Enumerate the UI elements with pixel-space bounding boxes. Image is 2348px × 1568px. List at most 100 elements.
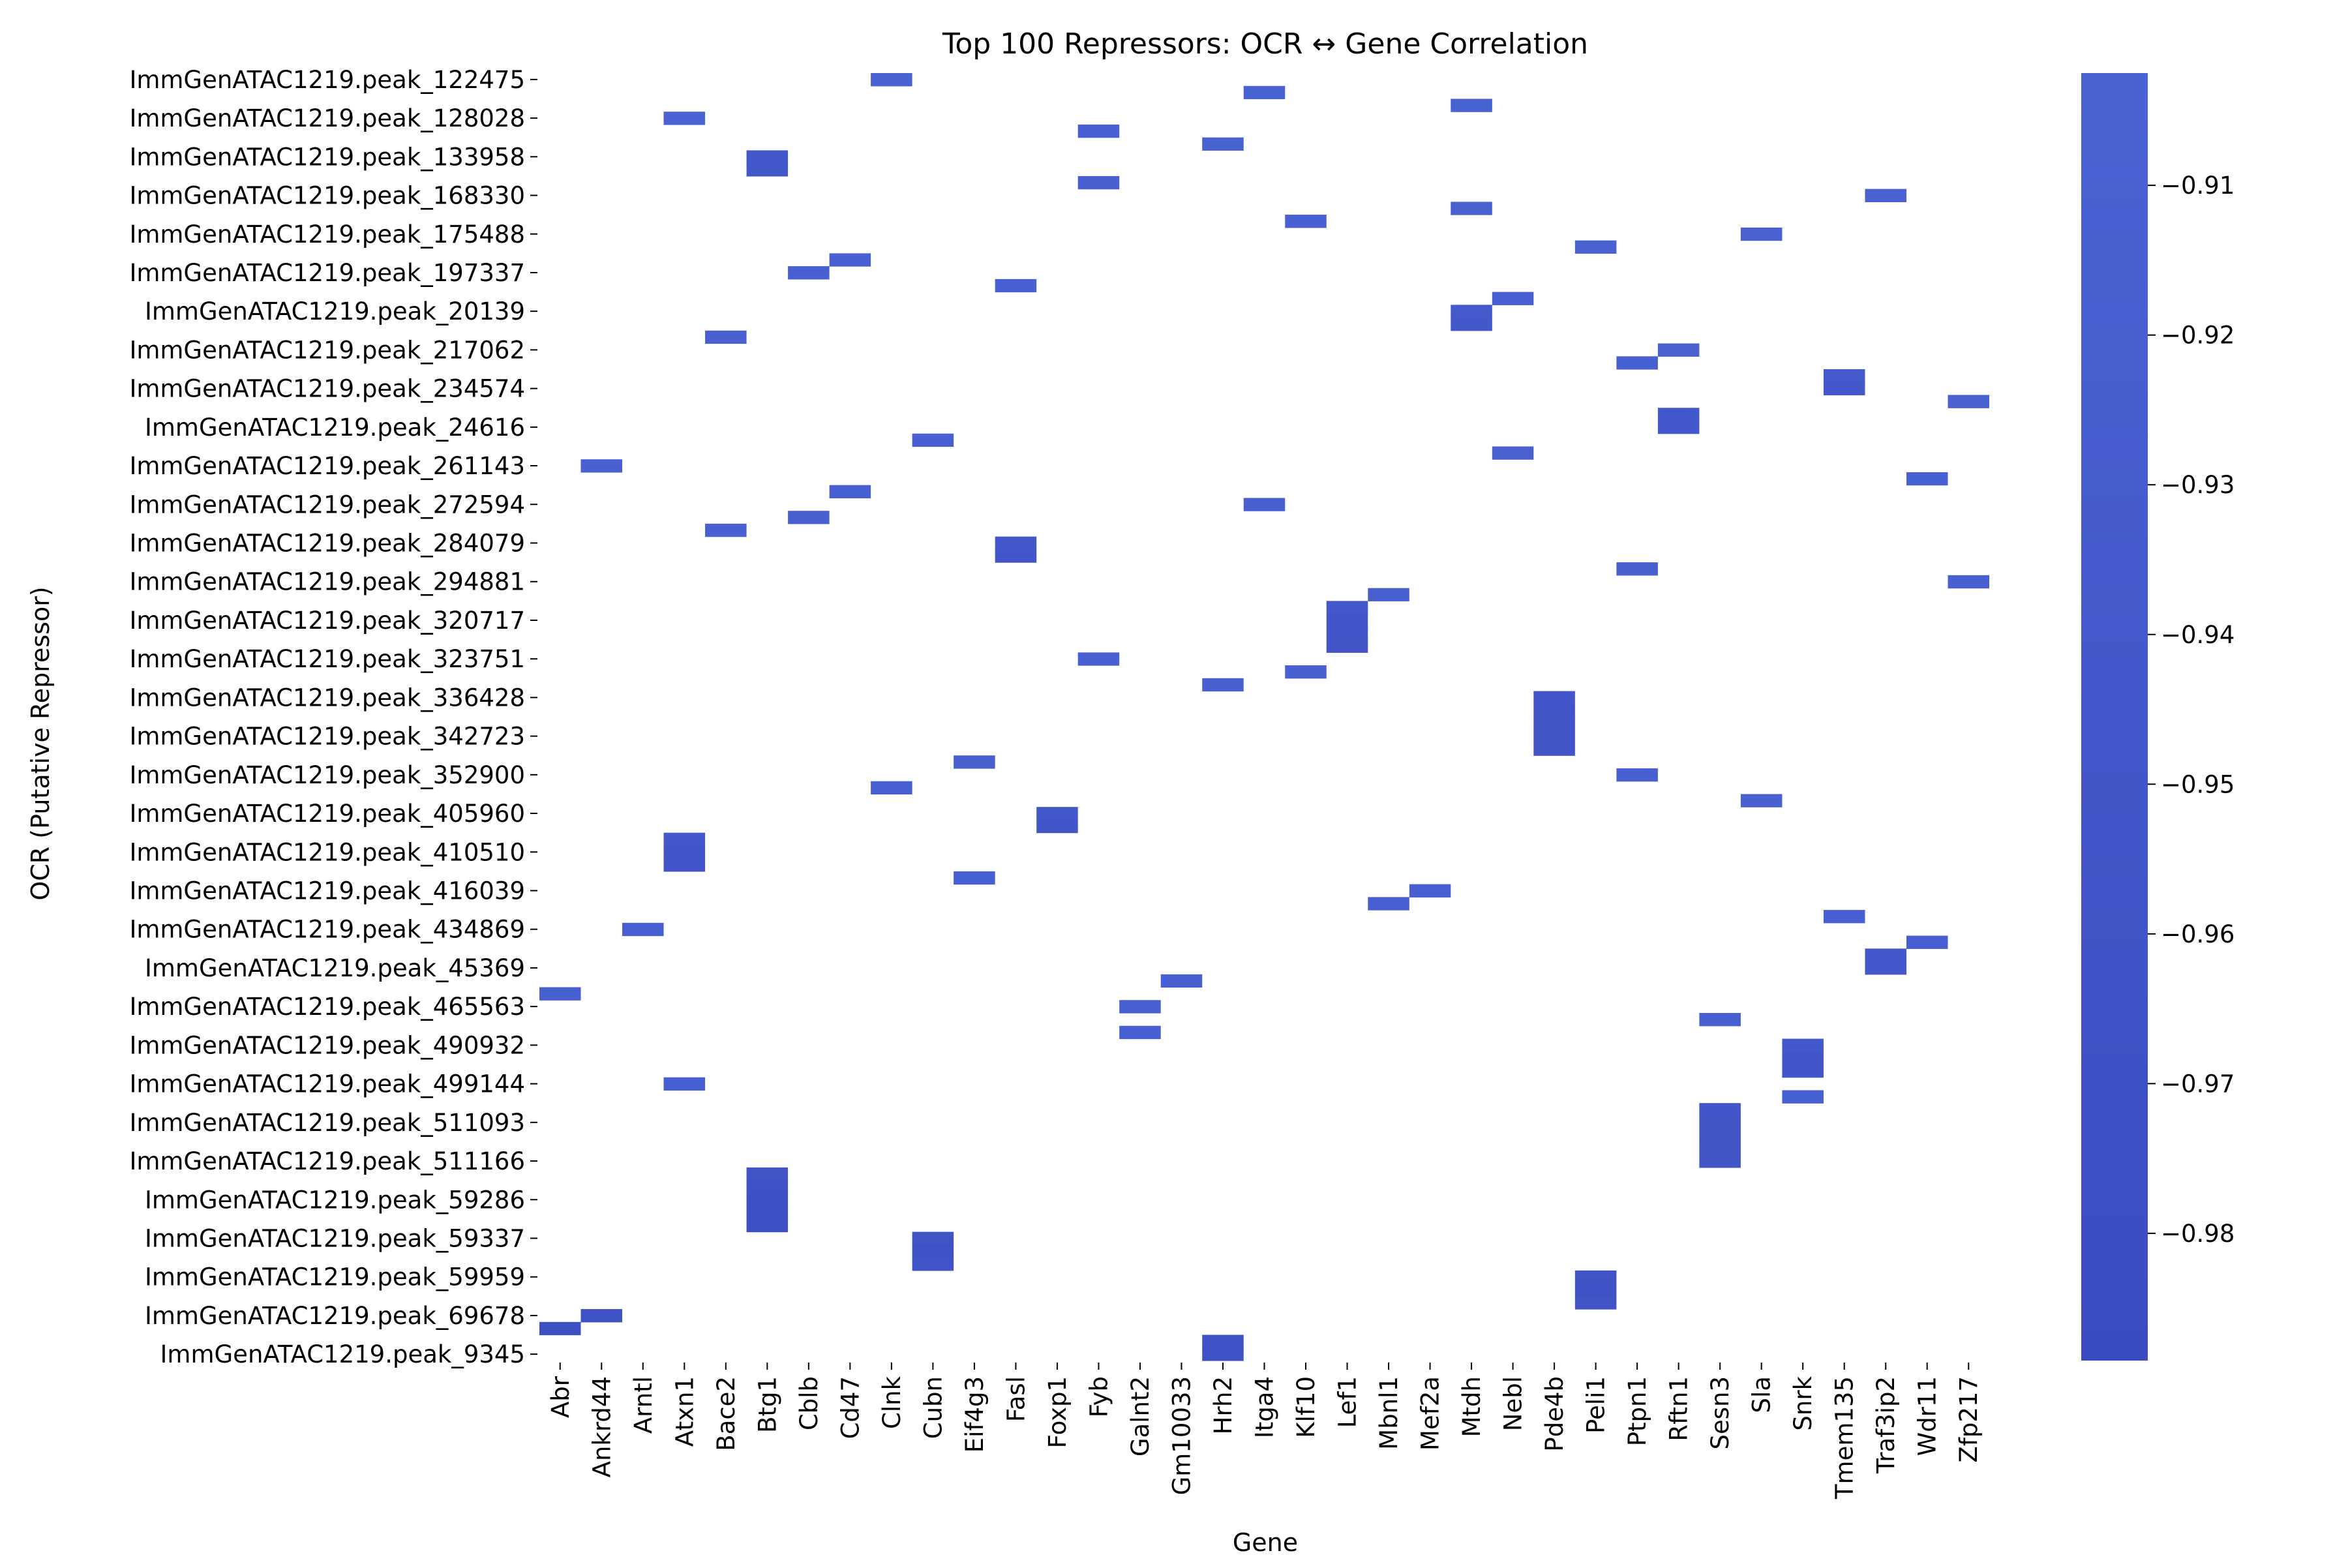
x-tick-label: Btg1 <box>753 1376 781 1433</box>
heatmap-cell <box>1657 408 1700 421</box>
heatmap-cell <box>705 330 747 344</box>
y-tick-label: ImmGenATAC1219.peak_434869 <box>129 916 525 944</box>
y-tick-label: ImmGenATAC1219.peak_499144 <box>129 1070 525 1098</box>
y-tick-label: ImmGenATAC1219.peak_122475 <box>129 66 525 94</box>
heatmap-cell <box>1326 639 1368 653</box>
colorbar-tick-label: −0.93 <box>2161 471 2235 499</box>
heatmap-cells <box>539 73 1989 1361</box>
heatmap-cell <box>1574 1283 1617 1297</box>
y-tick-label: ImmGenATAC1219.peak_133958 <box>129 143 525 171</box>
x-tick-label: Abr <box>547 1376 575 1418</box>
y-tick-label: ImmGenATAC1219.peak_405960 <box>129 800 525 828</box>
x-tick-label: Eif4g3 <box>961 1376 989 1453</box>
heatmap-cell <box>1699 1154 1741 1168</box>
heatmap-cell <box>663 845 706 859</box>
heatmap-cell <box>1533 729 1575 744</box>
heatmap-cell <box>1326 626 1368 641</box>
heatmap-cell <box>1202 1334 1244 1348</box>
heatmap-cell <box>912 1258 954 1271</box>
heatmap-cell <box>1823 910 1865 924</box>
heatmap-cell <box>1202 678 1244 692</box>
x-tick-label: Arntl <box>629 1376 657 1434</box>
y-tick-label: ImmGenATAC1219.peak_410510 <box>129 838 525 866</box>
x-axis-ticks: Abr Ankrd44 Arntl Atxn1 Bace2 Btg1 Cblb Cd47 Cln… <box>547 1363 1983 1500</box>
heatmap-cell <box>1036 807 1078 821</box>
y-tick-label: ImmGenATAC1219.peak_272594 <box>129 490 525 519</box>
x-tick-label: Sesn3 <box>1706 1376 1734 1450</box>
x-tick-label: Galnt2 <box>1126 1376 1154 1456</box>
y-tick-label: ImmGenATAC1219.peak_352900 <box>129 761 525 789</box>
y-tick-label: ImmGenATAC1219.peak_59286 <box>145 1186 525 1214</box>
heatmap-cell <box>1616 356 1658 370</box>
x-tick-label: Mef2a <box>1417 1376 1445 1451</box>
heatmap-cell <box>1326 601 1368 614</box>
heatmap-cell <box>1533 704 1575 717</box>
heatmap-cell <box>1782 1090 1824 1104</box>
colorbar-tick-label: −0.92 <box>2161 322 2235 350</box>
heatmap-cell <box>539 987 581 1001</box>
heatmap-cell <box>1451 318 1492 331</box>
y-tick-label: ImmGenATAC1219.peak_24616 <box>145 414 525 442</box>
heatmap-cell <box>912 1231 954 1245</box>
x-tick-label: Hrh2 <box>1209 1376 1237 1434</box>
x-tick-label: Mtdh <box>1458 1376 1486 1437</box>
heatmap-cell <box>1740 794 1783 807</box>
heatmap-cell <box>829 253 871 267</box>
y-tick-label: ImmGenATAC1219.peak_168330 <box>129 182 525 210</box>
heatmap-cell <box>954 871 995 885</box>
heatmap-cell <box>788 511 830 524</box>
heatmap-cell <box>663 112 706 125</box>
x-tick-label: Mbnl1 <box>1375 1376 1403 1450</box>
heatmap-cell <box>1160 974 1203 988</box>
heatmap-cell <box>912 1244 954 1258</box>
heatmap-cell <box>1533 691 1575 704</box>
colorbar-tick-label: −0.91 <box>2161 172 2235 200</box>
heatmap-cell <box>1574 1296 1617 1310</box>
x-tick-label: Gm10033 <box>1167 1376 1196 1495</box>
heatmap-cell <box>1616 768 1658 782</box>
y-tick-label: ImmGenATAC1219.peak_490932 <box>129 1031 525 1059</box>
heatmap-cell <box>1699 1141 1741 1155</box>
heatmap-cell <box>663 832 706 846</box>
heatmap-cell <box>1202 137 1244 151</box>
x-tick-label: Sla <box>1748 1376 1776 1413</box>
colorbar-tick-label: −0.96 <box>2161 920 2235 948</box>
heatmap-cell <box>1119 1000 1161 1014</box>
heatmap-cell <box>1077 652 1120 666</box>
x-tick-label: Cubn <box>919 1376 947 1439</box>
y-tick-label: ImmGenATAC1219.peak_45369 <box>145 954 525 982</box>
heatmap-cell <box>1823 382 1865 396</box>
x-tick-label: Atxn1 <box>670 1376 699 1447</box>
heatmap-cell <box>1948 395 1989 408</box>
heatmap-cell <box>1285 665 1327 679</box>
x-tick-label: Zfp217 <box>1955 1376 1983 1462</box>
heatmap-cell <box>580 1309 623 1323</box>
heatmap-cell <box>1326 614 1368 627</box>
y-tick-label: ImmGenATAC1219.peak_59337 <box>145 1224 525 1252</box>
y-tick-label: ImmGenATAC1219.peak_511093 <box>129 1109 525 1137</box>
y-tick-label: ImmGenATAC1219.peak_284079 <box>129 530 525 558</box>
heatmap-cell <box>1119 1025 1161 1040</box>
y-tick-label: ImmGenATAC1219.peak_416039 <box>129 877 525 905</box>
y-axis-label: OCR (Putative Repressor) <box>26 586 55 900</box>
heatmap-cell <box>1906 472 1948 486</box>
x-tick-label: Klf10 <box>1292 1376 1320 1438</box>
colorbar-tick-label: −0.94 <box>2161 621 2235 649</box>
heatmap-cell <box>871 781 912 795</box>
heatmap-cell <box>1699 1115 1741 1130</box>
heatmap-cell <box>788 266 830 280</box>
heatmap-cell <box>1699 1013 1741 1027</box>
heatmap-cell <box>1699 1128 1741 1143</box>
heatmap-cell <box>746 1167 789 1181</box>
x-tick-label: Fyb <box>1085 1376 1113 1417</box>
heatmap-cell <box>1699 1103 1741 1117</box>
y-tick-label: ImmGenATAC1219.peak_197337 <box>129 259 525 287</box>
y-tick-label: ImmGenATAC1219.peak_234574 <box>129 375 525 403</box>
heatmap-cell <box>1036 819 1078 834</box>
x-tick-label: Rftn1 <box>1665 1376 1693 1441</box>
heatmap-cell <box>1243 498 1286 511</box>
heatmap-cell <box>663 858 706 872</box>
x-tick-label: Ankrd44 <box>588 1376 616 1477</box>
